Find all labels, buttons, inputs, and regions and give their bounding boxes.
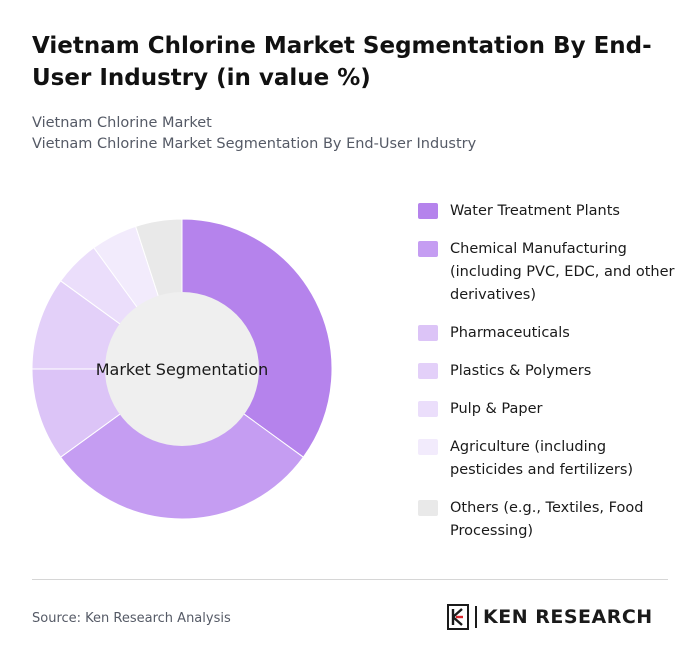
legend-swatch: [418, 401, 438, 417]
footer-divider: [32, 579, 668, 580]
breadcrumb-market: Vietnam Chlorine Market: [32, 115, 212, 131]
legend-item: Others (e.g., Textiles, Food Processing): [418, 497, 678, 543]
ken-research-logo-icon: [447, 604, 469, 630]
legend-swatch: [418, 203, 438, 219]
donut-slice: [181, 219, 332, 458]
ken-research-logo: KEN RESEARCH: [447, 604, 653, 630]
donut-chart: Market Segmentation: [32, 219, 332, 519]
legend-item: Water Treatment Plants: [418, 200, 678, 223]
legend-label: Pharmaceuticals: [450, 325, 570, 341]
legend-item: Agriculture (including pesticides and fe…: [418, 436, 678, 482]
legend-item: Plastics & Polymers: [418, 360, 678, 383]
legend-swatch: [418, 325, 438, 341]
legend-label: Others (e.g., Textiles, Food Processing): [450, 500, 644, 539]
source-note: Source: Ken Research Analysis: [32, 611, 231, 626]
legend-swatch: [418, 439, 438, 455]
legend: Water Treatment Plants Chemical Manufact…: [418, 200, 678, 558]
legend-item: Pulp & Paper: [418, 398, 678, 421]
breadcrumb-segmentation: Vietnam Chlorine Market Segmentation By …: [32, 136, 477, 152]
center-label: Market Segmentation: [96, 360, 269, 379]
logo-separator: [475, 606, 477, 628]
legend-label: Pulp & Paper: [450, 401, 543, 417]
chart-title: Vietnam Chlorine Market Segmentation By …: [32, 33, 652, 91]
logo-wordmark: KEN RESEARCH: [483, 606, 653, 628]
legend-item: Chemical Manufacturing (including PVC, E…: [418, 238, 678, 307]
legend-label: Plastics & Polymers: [450, 363, 592, 379]
legend-item: Pharmaceuticals: [418, 322, 678, 345]
donut-hole: [105, 292, 259, 446]
legend-swatch: [418, 241, 438, 257]
legend-swatch: [418, 500, 438, 516]
legend-swatch: [418, 363, 438, 379]
legend-label: Chemical Manufacturing (including PVC, E…: [450, 241, 675, 303]
legend-label: Agriculture (including pesticides and fe…: [450, 439, 634, 478]
legend-label: Water Treatment Plants: [450, 203, 620, 219]
